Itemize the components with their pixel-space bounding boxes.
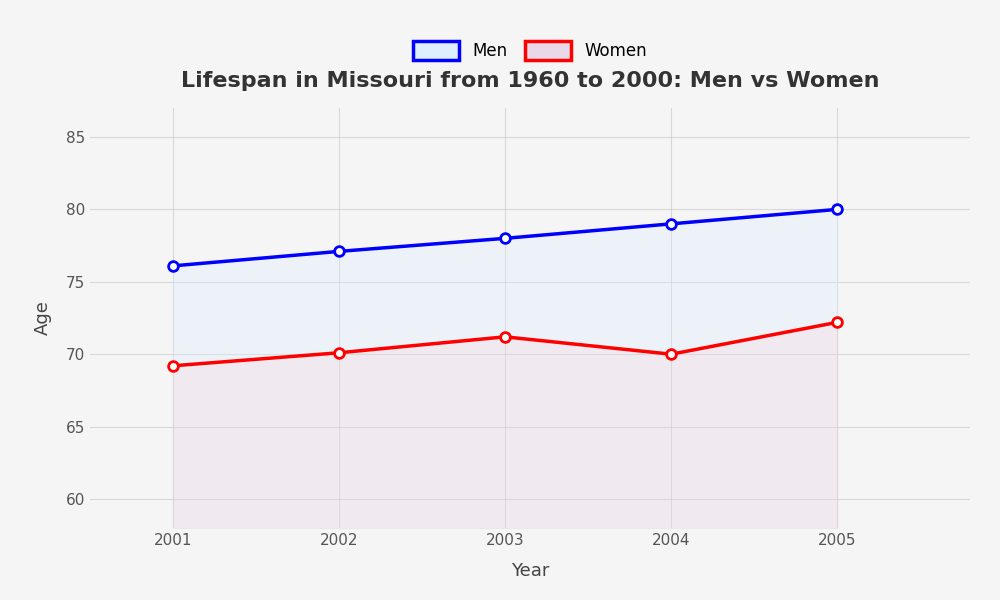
Y-axis label: Age: Age [34,301,52,335]
Title: Lifespan in Missouri from 1960 to 2000: Men vs Women: Lifespan in Missouri from 1960 to 2000: … [181,71,879,91]
X-axis label: Year: Year [511,562,549,580]
Legend: Men, Women: Men, Women [413,41,647,60]
